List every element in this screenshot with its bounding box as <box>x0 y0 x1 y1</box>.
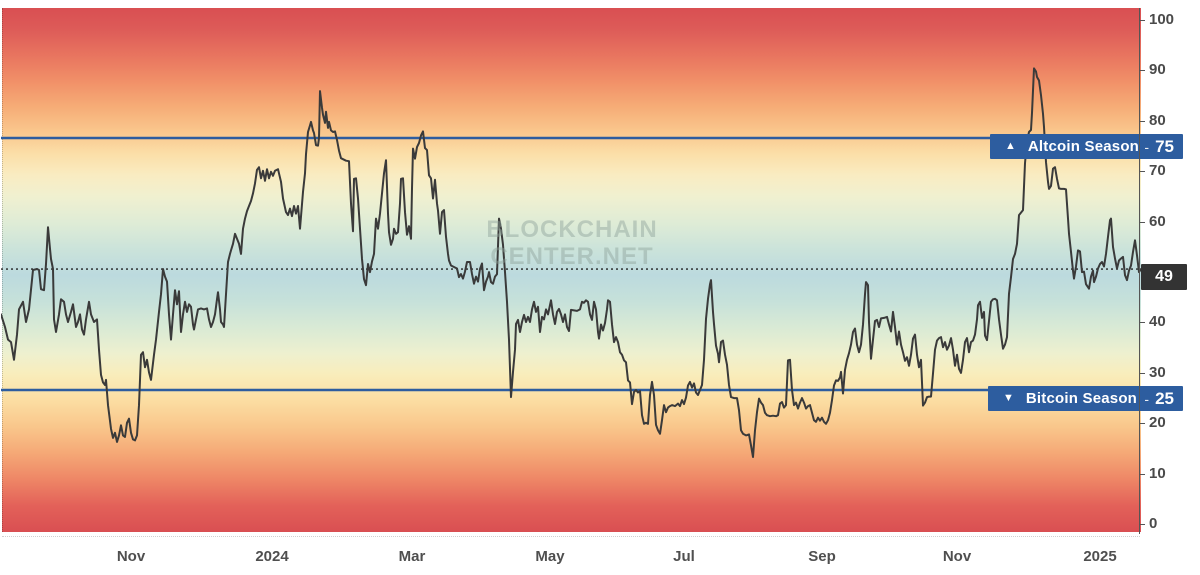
altcoin-index-line-series[interactable] <box>1 67 1141 458</box>
x-axis-label: 2024 <box>255 548 289 565</box>
y-axis-tick-label: 100 <box>1149 11 1175 28</box>
y-axis-tick-label: 20 <box>1149 414 1166 432</box>
up-triangle-icon: ▲ <box>1005 140 1016 152</box>
bitcoin-season-badge: ▼ Bitcoin Season - 25 <box>988 386 1183 411</box>
altcoin-threshold-value: 75 <box>1155 136 1174 156</box>
x-axis-label: Mar <box>398 548 426 565</box>
x-axis-label: 2025 <box>1083 548 1117 565</box>
watermark-line1: BLOCKCHAIN <box>486 216 658 243</box>
y-axis-tick <box>1140 524 1145 525</box>
x-axis-label: Sep <box>808 548 836 565</box>
altcoin-season-badge: ▲ Altcoin Season - 75 <box>990 134 1183 159</box>
altcoin-separator: - <box>1144 138 1150 155</box>
x-axis-label: May <box>535 548 565 565</box>
y-axis-tick <box>1140 120 1145 122</box>
y-axis-tick <box>1140 322 1145 324</box>
line-chart-svg <box>1 67 1141 458</box>
y-axis-tick-label: 30 <box>1149 363 1166 381</box>
y-axis-tick <box>1140 473 1145 475</box>
y-axis-tick <box>1140 221 1145 223</box>
x-axis-label: Nov <box>116 548 146 565</box>
y-axis-tick <box>1140 423 1145 425</box>
y-axis-tick <box>1140 70 1145 72</box>
y-axis-tick-label: 70 <box>1149 162 1166 180</box>
bitcoin-threshold-value: 25 <box>1155 388 1174 408</box>
y-axis <box>1139 8 1140 534</box>
x-axis-label: Nov <box>942 548 972 565</box>
watermark: BLOCKCHAIN CENTER.NET <box>3 216 1141 270</box>
down-triangle-icon: ▼ <box>1003 392 1014 404</box>
y-axis-tick <box>1140 171 1145 173</box>
y-axis-tick-label: 0 <box>1149 515 1158 532</box>
current-value-badge: 49 <box>1141 264 1187 290</box>
y-axis-tick-label: 80 <box>1149 111 1166 129</box>
altcoin-season-label: Altcoin Season <box>1027 138 1140 155</box>
y-axis-tick-label: 90 <box>1149 61 1166 79</box>
watermark-line2: CENTER.NET <box>490 243 654 270</box>
y-axis-tick <box>1140 20 1145 21</box>
plot-bottom-border <box>2 536 1140 537</box>
bitcoin-separator: - <box>1144 390 1150 407</box>
y-axis-tick <box>1140 372 1145 374</box>
y-axis-tick-label: 10 <box>1149 464 1166 482</box>
chart-plot-area[interactable]: BLOCKCHAIN CENTER.NET <box>1 8 1141 532</box>
y-axis-tick-label: 40 <box>1149 313 1166 331</box>
x-axis-label: Jul <box>673 548 695 565</box>
bitcoin-season-label: Bitcoin Season <box>1025 390 1138 407</box>
y-axis-tick-label: 60 <box>1149 212 1166 230</box>
